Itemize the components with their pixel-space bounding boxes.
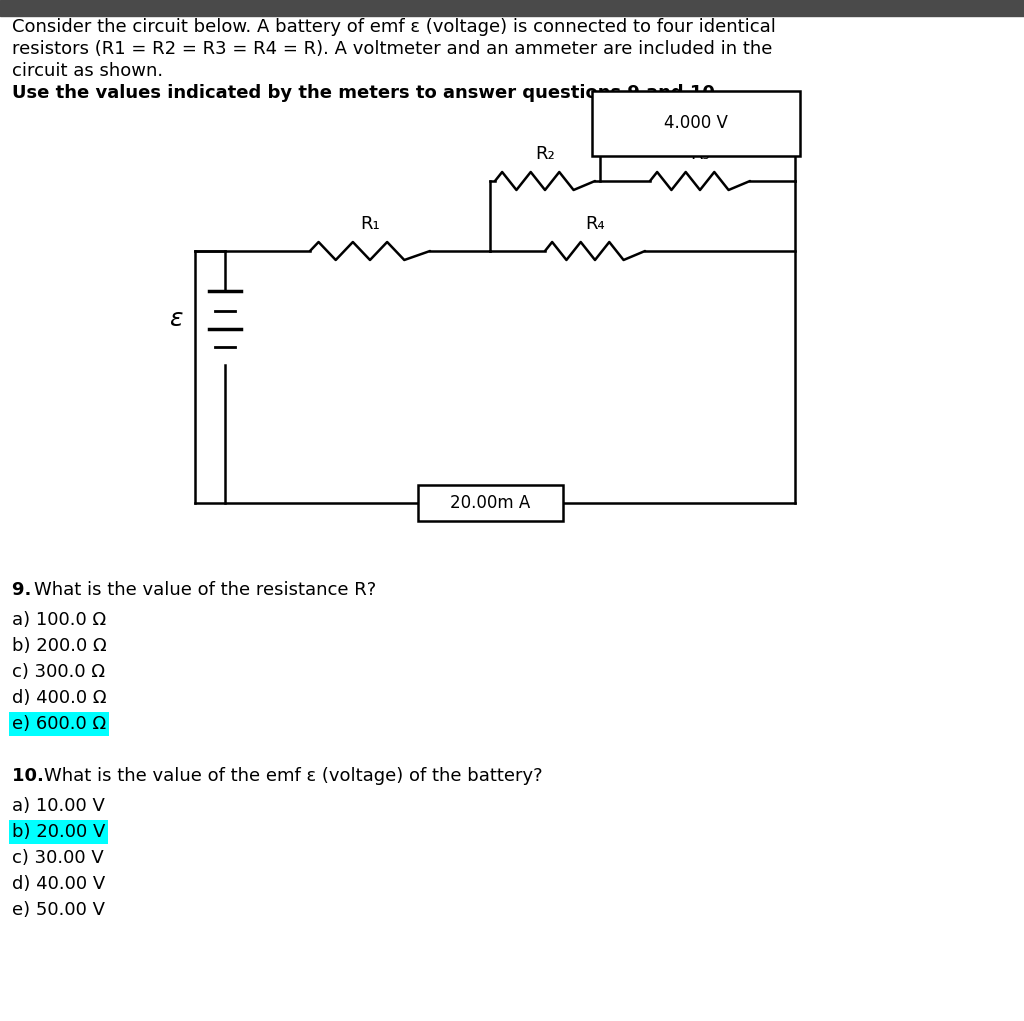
Text: R₂: R₂ [536,145,555,163]
Text: What is the value of the resistance R?: What is the value of the resistance R? [34,581,376,599]
Text: 20.00m A: 20.00m A [450,494,530,512]
Text: 10.: 10. [12,767,50,785]
Text: c) 30.00 V: c) 30.00 V [12,849,103,867]
Text: What is the value of the emf ε (voltage) of the battery?: What is the value of the emf ε (voltage)… [44,767,543,785]
Bar [418,485,562,521]
Text: Consider the circuit below. A battery of emf ε (voltage) is connected to four id: Consider the circuit below. A battery of… [12,18,776,36]
Text: R₁: R₁ [360,215,380,233]
Text: d) 40.00 V: d) 40.00 V [12,875,105,893]
Bar [592,91,800,156]
Text: e) 600.0 Ω: e) 600.0 Ω [12,715,106,733]
Text: circuit as shown.: circuit as shown. [12,62,163,80]
Text: R₄: R₄ [585,215,605,233]
Text: a) 10.00 V: a) 10.00 V [12,797,104,815]
Text: d) 400.0 Ω: d) 400.0 Ω [12,689,106,707]
Text: b) 20.00 V: b) 20.00 V [12,823,105,841]
Text: e) 50.00 V: e) 50.00 V [12,901,105,919]
Text: ε: ε [170,307,183,331]
Text: b) 200.0 Ω: b) 200.0 Ω [12,637,106,655]
Text: a) 100.0 Ω: a) 100.0 Ω [12,611,106,629]
Text: Use the values indicated by the meters to answer questions 9 and 10.: Use the values indicated by the meters t… [12,84,722,102]
Text: R₃: R₃ [690,145,710,163]
Text: 4.000 V: 4.000 V [664,114,728,133]
Text: 9.: 9. [12,581,38,599]
Bar [0,0,1024,16]
Text: c) 300.0 Ω: c) 300.0 Ω [12,663,105,681]
Text: resistors (R1 = R2 = R3 = R4 = R). A voltmeter and an ammeter are included in th: resistors (R1 = R2 = R3 = R4 = R). A vol… [12,40,772,58]
